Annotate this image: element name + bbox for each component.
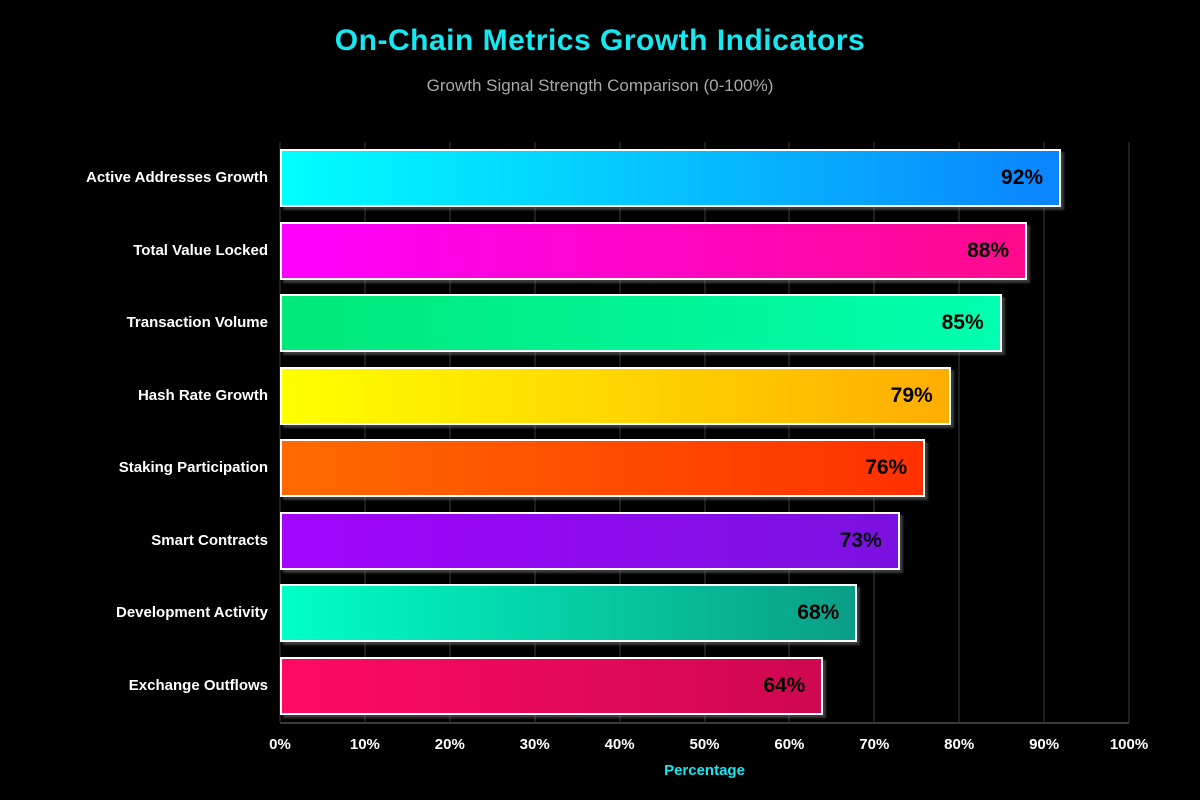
x-tick-label: 90%	[1029, 736, 1060, 753]
bar-value-label: 85%	[941, 311, 984, 335]
gridline	[1043, 142, 1046, 722]
bar: 64%	[280, 656, 824, 715]
bar-value-label: 64%	[763, 673, 806, 697]
bar: 79%	[280, 366, 951, 425]
x-axis-title: Percentage	[664, 762, 745, 779]
x-tick-label: 30%	[519, 736, 550, 753]
category-label: Active Addresses Growth	[86, 169, 268, 187]
bar: 85%	[280, 294, 1002, 353]
bar-value-label: 92%	[1001, 166, 1044, 190]
x-tick-label: 50%	[689, 736, 720, 753]
bar: 92%	[280, 149, 1062, 208]
bar-value-label: 79%	[890, 383, 933, 407]
category-label: Development Activity	[116, 604, 268, 622]
bar: 73%	[280, 511, 900, 570]
bar: 68%	[280, 584, 858, 643]
x-tick-label: 80%	[944, 736, 975, 753]
x-tick-label: 10%	[349, 736, 380, 753]
gridline	[279, 142, 281, 722]
gridline	[703, 142, 706, 722]
x-tick-label: 70%	[859, 736, 890, 753]
bar-value-label: 73%	[839, 528, 882, 552]
category-label: Transaction Volume	[126, 314, 268, 332]
bar-value-label: 68%	[797, 601, 840, 625]
bar-value-label: 76%	[865, 456, 908, 480]
x-tick-label: 0%	[269, 736, 291, 753]
category-label: Total Value Locked	[133, 241, 268, 259]
x-tick-label: 40%	[604, 736, 635, 753]
category-label: Staking Participation	[118, 459, 268, 477]
x-tick-label: 20%	[434, 736, 465, 753]
gridline	[448, 142, 451, 722]
gridline	[618, 142, 621, 722]
gridline	[533, 142, 536, 722]
gridline	[788, 142, 791, 722]
chart-subtitle: Growth Signal Strength Comparison (0-100…	[426, 76, 774, 95]
gridline	[958, 142, 961, 722]
bar: 76%	[280, 439, 926, 498]
x-axis-line	[280, 722, 1129, 724]
x-tick-label: 100%	[1109, 736, 1149, 753]
category-label: Hash Rate Growth	[137, 386, 268, 404]
category-label: Exchange Outflows	[128, 676, 268, 694]
bar-value-label: 88%	[967, 238, 1010, 262]
x-tick-label: 60%	[774, 736, 805, 753]
gridline	[873, 142, 876, 722]
bar: 88%	[280, 221, 1028, 280]
chart-title: On-Chain Metrics Growth Indicators	[334, 24, 866, 57]
gridline	[363, 142, 366, 722]
gridline	[1128, 142, 1130, 722]
category-label: Smart Contracts	[151, 531, 268, 549]
